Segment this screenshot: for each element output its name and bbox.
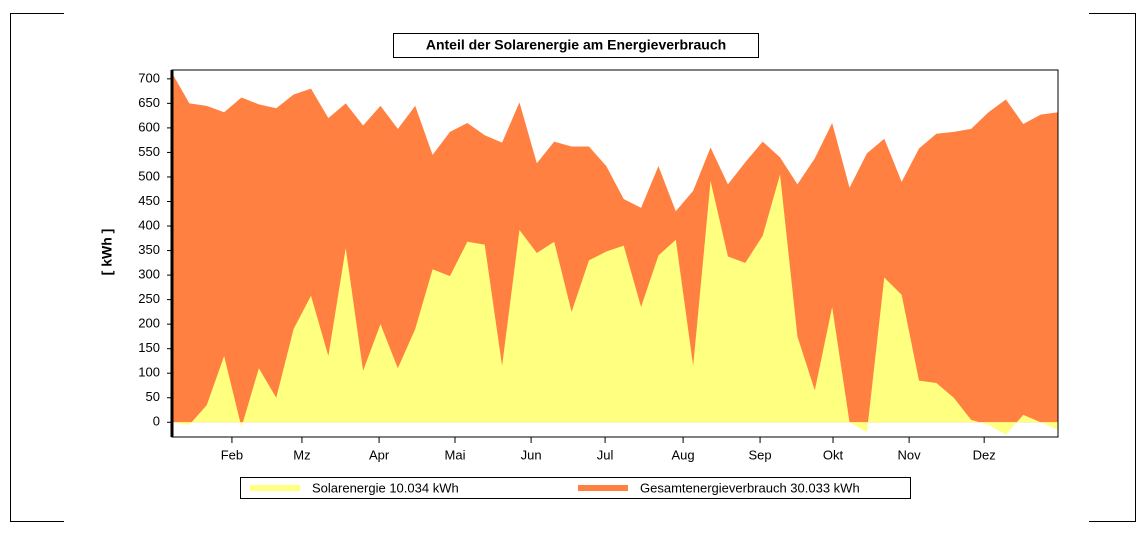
title-box <box>393 33 759 58</box>
y-tick-label: 500 <box>138 168 160 183</box>
x-tick-label: Sep <box>748 447 771 462</box>
y-tick-label: 600 <box>138 119 160 134</box>
frame-corner <box>10 13 64 522</box>
x-tick-label: Nov <box>898 447 922 462</box>
y-tick-label: 550 <box>138 144 160 159</box>
x-tick-label: Dez <box>973 447 996 462</box>
y-tick-label: 300 <box>138 267 160 282</box>
x-tick-label: Mai <box>445 447 466 462</box>
x-tick-label: Feb <box>221 447 243 462</box>
chart-title: Anteil der Solarenergie am Energieverbra… <box>426 37 726 53</box>
y-tick-label: 100 <box>138 365 160 380</box>
legend: Solarenergie 10.034 kWh Gesamtenergieverb… <box>250 480 860 495</box>
y-tick-label: 200 <box>138 316 160 331</box>
x-tick-label: Jun <box>521 447 542 462</box>
frame <box>10 13 1136 522</box>
area <box>172 72 1058 423</box>
y-tick-label: 400 <box>138 217 160 232</box>
x-tick-label: Apr <box>369 447 390 462</box>
y-tick-label: 0 <box>153 414 160 429</box>
x-tick-label: Aug <box>672 447 695 462</box>
y-axis-label: [ kWh ] <box>99 229 115 276</box>
legend-box <box>240 477 911 499</box>
y-tick-label: 50 <box>146 389 160 404</box>
area <box>172 174 1058 435</box>
x-tick-label: Okt <box>823 447 844 462</box>
legend-label: Gesamtenergieverbrauch 30.033 kWh <box>640 480 860 495</box>
legend-label: Solarenergie 10.034 kWh <box>312 480 459 495</box>
y-tick-label: 650 <box>138 95 160 110</box>
y-tick-label: 250 <box>138 291 160 306</box>
x-tick-label: Mz <box>293 447 310 462</box>
y-tick-label: 150 <box>138 340 160 355</box>
y-tick-label: 450 <box>138 193 160 208</box>
frame-corner <box>1089 13 1136 522</box>
y-tick-label: 700 <box>138 70 160 85</box>
y-tick-label: 350 <box>138 242 160 257</box>
plot-area <box>170 69 1059 438</box>
x-tick-label: Jul <box>597 447 614 462</box>
